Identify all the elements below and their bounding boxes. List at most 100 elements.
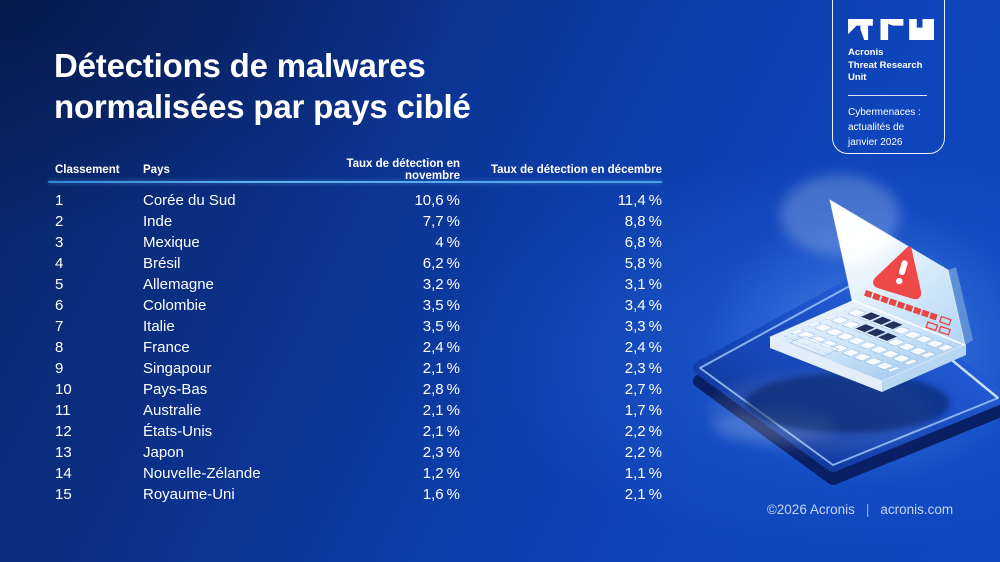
trackpad [788, 335, 840, 357]
november-rate-cell: 1,2 % [422, 465, 460, 482]
country-cell: Singapour [143, 360, 212, 377]
tru-divider [848, 94, 927, 96]
november-rate-cell: 2,1 % [422, 423, 460, 440]
november-rate-cell: 2,1 % [422, 360, 460, 377]
laptop-screen [780, 175, 973, 346]
november-rate-cell: 10,6 % [414, 192, 460, 209]
website-link[interactable]: acronis.com [880, 502, 954, 517]
copyright-text: ©2026 Acronis [766, 502, 855, 517]
table-header-row: Classement Pays Taux de détection en nov… [48, 158, 662, 182]
rank-cell: 10 [55, 381, 72, 398]
laptop-base [768, 299, 968, 392]
tru-edition-line-2: actualités de [848, 121, 905, 133]
country-cell: Colombie [143, 297, 207, 314]
rank-cell: 5 [55, 276, 64, 293]
december-rate-cell: 6,8 % [624, 234, 662, 251]
december-rate-cell: 1,1 % [624, 465, 662, 482]
rank-cell: 3 [55, 234, 64, 251]
november-rate-cell: 2,4 % [422, 339, 460, 356]
country-cell: Inde [143, 213, 173, 230]
header-country: Pays [143, 164, 170, 176]
table-row: 8 France 2,4 % 2,4 % [48, 337, 662, 358]
glitch-bars [864, 290, 952, 326]
tru-brand-line-1: Acronis [848, 47, 884, 58]
november-rate-cell: 2,8 % [422, 381, 460, 398]
title-line-1: Détections de malwares [54, 47, 426, 84]
table-row: 10 Pays-Bas 2,8 % 2,7 % [48, 379, 662, 400]
december-rate-cell: 2,3 % [624, 360, 662, 377]
december-rate-cell: 3,3 % [624, 318, 662, 335]
warning-triangle-icon [873, 246, 922, 300]
table-row: 14 Nouvelle-Zélande 1,2 % 1,1 % [48, 463, 662, 484]
laptop-malware-alert-illustration [693, 175, 1000, 485]
tru-edition-label: Cybermenaces : actualités de janvier 202… [848, 105, 934, 150]
country-cell: Pays-Bas [143, 381, 208, 398]
december-rate-cell: 2,7 % [624, 381, 662, 398]
country-cell: Allemagne [143, 276, 214, 293]
rank-cell: 6 [55, 297, 64, 314]
table-row: 13 Japon 2,3 % 2,2 % [48, 442, 662, 463]
december-rate-cell: 2,4 % [624, 339, 662, 356]
country-cell: Japon [143, 444, 184, 461]
november-rate-cell: 6,2 % [422, 255, 460, 272]
rank-cell: 4 [55, 255, 64, 272]
header-december: Taux de détection en décembre [490, 164, 662, 176]
footer-separator: | [865, 502, 870, 517]
table-body: 1 Corée du Sud 10,6 % 11,4 % 2 Inde 7,7 … [48, 183, 662, 505]
november-rate-cell: 2,1 % [422, 402, 460, 419]
table-row: 11 Australie 2,1 % 1,7 % [48, 400, 662, 421]
rank-cell: 15 [55, 486, 72, 503]
december-rate-cell: 2,2 % [624, 444, 662, 461]
tru-badge: Acronis Threat Research Unit Cybermenace… [832, 0, 945, 154]
table-row: 2 Inde 7,7 % 8,8 % [48, 211, 662, 232]
table-row: 7 Italie 3,5 % 3,3 % [48, 316, 662, 337]
tru-edition-line-1: Cybermenaces : [848, 106, 921, 118]
december-rate-cell: 2,2 % [624, 423, 662, 440]
rank-cell: 7 [55, 318, 64, 335]
rank-cell: 2 [55, 213, 64, 230]
tru-edition-line-3: janvier 2026 [848, 136, 903, 148]
december-rate-cell: 11,4 % [617, 192, 662, 209]
rank-cell: 1 [55, 192, 64, 209]
country-cell: Brésil [143, 255, 181, 272]
november-rate-cell: 3,5 % [422, 297, 460, 314]
table-row: 5 Allemagne 3,2 % 3,1 % [48, 274, 662, 295]
keyboard-keys [782, 306, 958, 374]
title-line-2: normalisées par pays ciblé [54, 88, 471, 125]
rank-cell: 14 [55, 465, 72, 482]
country-cell: Corée du Sud [143, 192, 236, 209]
table-row: 3 Mexique 4 % 6,8 % [48, 232, 662, 253]
december-rate-cell: 1,7 % [624, 402, 662, 419]
malware-detection-table: Classement Pays Taux de détection en nov… [48, 158, 662, 505]
country-cell: Royaume-Uni [143, 486, 235, 503]
december-rate-cell: 5,8 % [624, 255, 662, 272]
table-row: 9 Singapour 2,1 % 2,3 % [48, 358, 662, 379]
laptop-shadow [746, 373, 950, 433]
december-rate-cell: 3,4 % [624, 297, 662, 314]
glitch-bars-2 [925, 321, 952, 336]
rank-cell: 13 [55, 444, 72, 461]
country-cell: Mexique [143, 234, 200, 251]
country-cell: Nouvelle-Zélande [143, 465, 261, 482]
country-cell: Australie [143, 402, 202, 419]
december-rate-cell: 3,1 % [624, 276, 662, 293]
header-rank: Classement [55, 164, 120, 176]
rank-cell: 12 [55, 423, 72, 440]
tru-logo-icon [848, 19, 934, 40]
december-rate-cell: 2,1 % [624, 486, 662, 503]
december-rate-cell: 8,8 % [624, 213, 662, 230]
november-rate-cell: 4 % [435, 234, 460, 251]
footer: ©2026 Acronis | acronis.com [742, 502, 978, 517]
country-cell: Italie [143, 318, 175, 335]
november-rate-cell: 2,3 % [422, 444, 460, 461]
rank-cell: 11 [55, 402, 71, 419]
tru-brand-line-2: Threat Research [848, 59, 923, 71]
header-november: Taux de détection en novembre [346, 158, 460, 182]
november-rate-cell: 3,2 % [422, 276, 460, 293]
table-row: 15 Royaume-Uni 1,6 % 2,1 % [48, 484, 662, 505]
november-rate-cell: 7,7 % [422, 213, 460, 230]
tru-brand-name: Acronis Threat Research Unit [848, 47, 934, 85]
tru-brand-line-3: Unit [848, 72, 867, 83]
country-cell: France [143, 339, 190, 356]
